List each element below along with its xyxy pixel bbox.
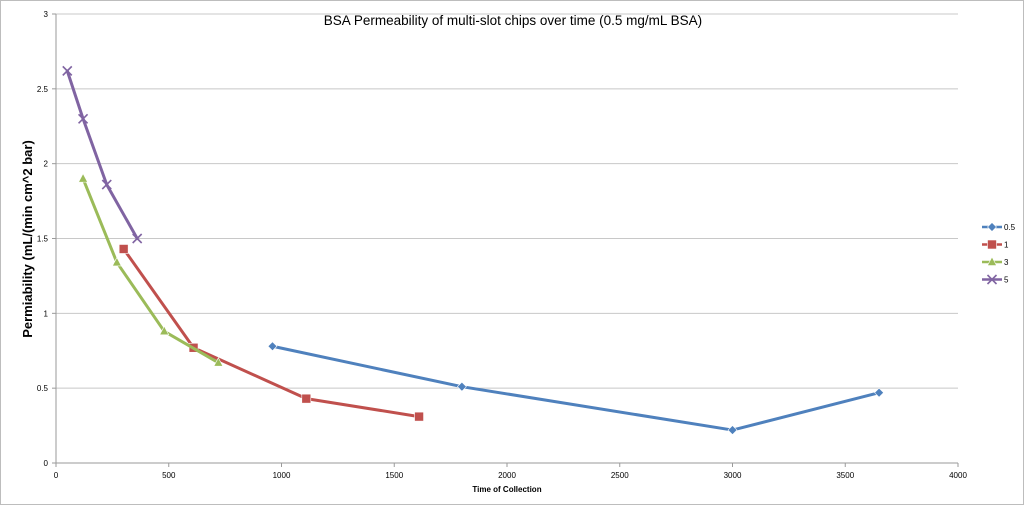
x-tick-label: 3000	[724, 471, 742, 480]
data-point-1	[414, 411, 424, 422]
marker-x-stroke	[101, 179, 112, 190]
data-point-5	[77, 113, 89, 124]
series-line-1	[122, 247, 421, 419]
chart-title: BSA Permeability of multi-slot chips ove…	[324, 13, 702, 28]
y-tick-label: 3	[44, 10, 49, 19]
x-tick-label: 0	[54, 471, 59, 480]
legend-label: 5	[1004, 276, 1009, 285]
y-tick-label: 0.5	[37, 384, 49, 393]
data-point-3	[213, 357, 224, 367]
legend-item-1: 1	[982, 239, 1009, 250]
data-point-5	[62, 65, 73, 76]
legend-marker	[987, 222, 997, 232]
series-line-0.5	[270, 344, 881, 432]
gridlines	[56, 13, 958, 389]
y-tick-label: 2	[44, 160, 49, 169]
data-point-1	[118, 244, 129, 254]
y-axis-label: Permiability (mL/(min cm^2 bar)	[20, 140, 35, 338]
series-line-5	[65, 69, 139, 240]
x-tick-label: 1000	[273, 471, 291, 480]
series-5	[62, 65, 143, 244]
x-tick-label: 2500	[611, 471, 629, 480]
data-point-3	[111, 256, 122, 267]
data-point-0.5	[874, 387, 884, 398]
data-point-5	[101, 179, 112, 190]
legend-label: 3	[1004, 258, 1009, 267]
marker-x-stroke	[77, 113, 89, 124]
legend-marker	[987, 256, 997, 266]
legend-item-3: 3	[982, 256, 1009, 267]
y-tick-label: 0	[44, 459, 49, 468]
series-group	[62, 65, 884, 435]
x-tick-label: 2000	[498, 471, 516, 480]
x-tick-label: 1500	[385, 471, 403, 480]
data-point-0.5	[456, 381, 467, 392]
data-point-3	[78, 172, 89, 183]
series-3	[78, 172, 224, 367]
legend: 0.5 1 3 5	[982, 222, 1016, 285]
legend-item-5: 5	[982, 274, 1009, 285]
y-tick-label: 1	[44, 309, 49, 318]
marker-x-stroke	[132, 233, 143, 244]
y-tick-label: 2.5	[37, 85, 49, 94]
data-point-3	[159, 325, 170, 336]
x-tick-label: 3500	[836, 471, 854, 480]
legend-marker	[986, 274, 998, 285]
series-line-3	[81, 177, 220, 365]
legend-marker	[987, 239, 997, 250]
y-tick-labels: 0 0.5 1 1.5 2 2.5 3	[37, 10, 49, 468]
series-0.5	[267, 341, 884, 435]
axes	[52, 13, 959, 467]
data-point-0.5	[727, 425, 738, 435]
legend-label: 0.5	[1004, 223, 1016, 232]
x-axis-label: Time of Collection	[472, 485, 541, 494]
data-point-1	[301, 393, 312, 404]
data-point-5	[132, 233, 143, 244]
x-tick-labels: 0 500 1000 1500 2000 2500 3000 3500 4000	[54, 471, 968, 480]
y-tick-label: 1.5	[37, 235, 49, 244]
legend-item-0.5: 0.5	[982, 222, 1016, 232]
marker-x-stroke	[62, 65, 73, 76]
data-point-0.5	[267, 341, 278, 352]
marker-x-stroke	[986, 274, 998, 285]
legend-label: 1	[1004, 241, 1009, 250]
x-tick-label: 4000	[949, 471, 967, 480]
x-tick-label: 500	[162, 471, 176, 480]
